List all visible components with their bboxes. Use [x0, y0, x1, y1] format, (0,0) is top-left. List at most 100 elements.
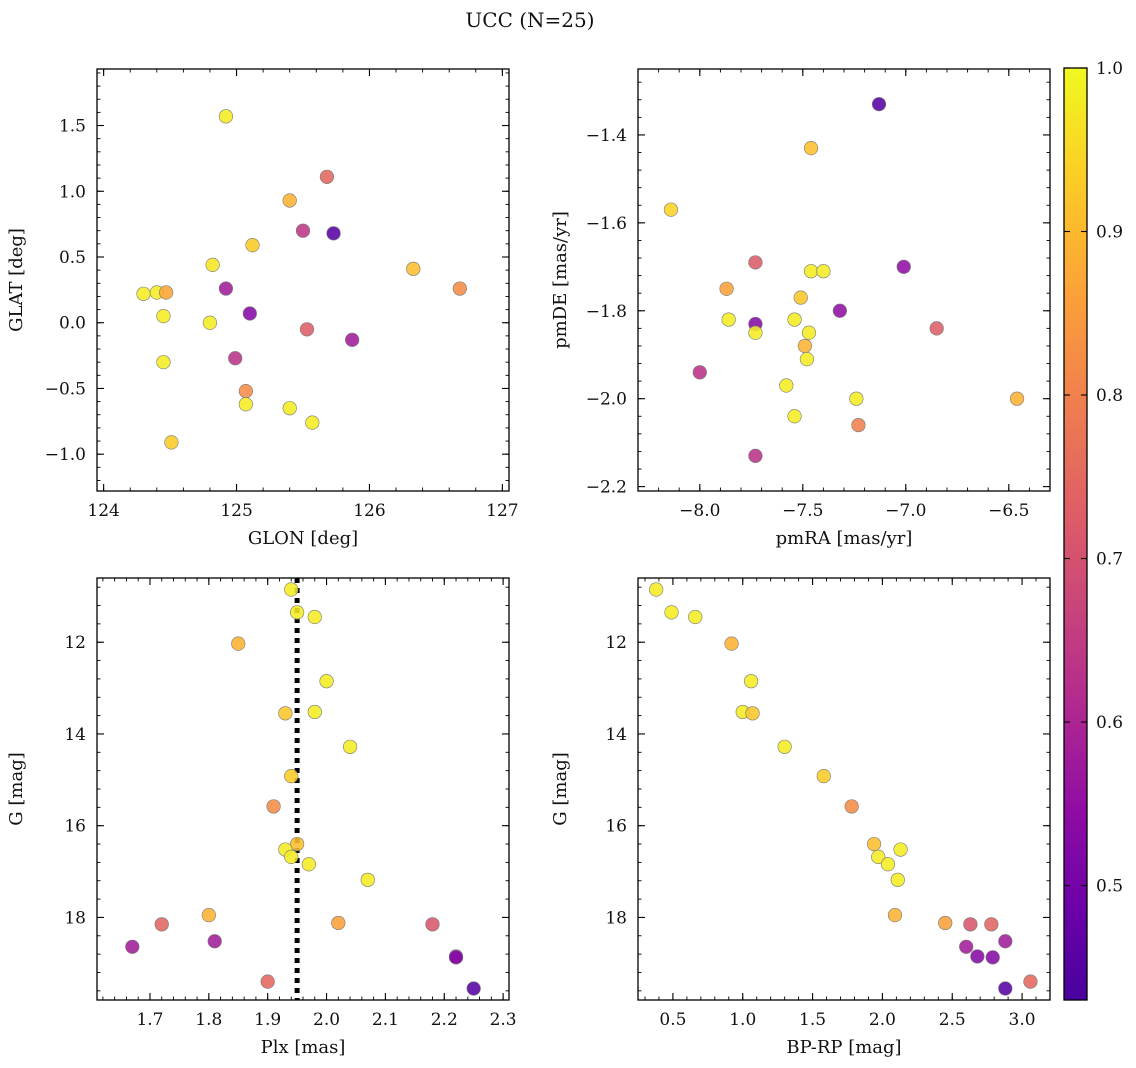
- x-tick-label: −7.5: [782, 501, 823, 521]
- panel-pmra-pmde: −8.0 −7.5 −7.0 −6.5 −2.2 −2.0 −1.8 −1.6 −1.4 pmRA…: [550, 68, 1051, 549]
- x-tick-label: 2.0: [313, 1010, 340, 1030]
- y-axis-label: pmDE [mas/yr]: [550, 211, 571, 349]
- panel-glon-glat: 124 125 126 127 −1.0 −0.5 0.0 0.5 1.0 1.5 GLON [de…: [6, 68, 519, 549]
- data-point: [959, 939, 974, 954]
- plot-frame: [637, 68, 1051, 492]
- data-point: [125, 939, 140, 954]
- x-tick-label: 0.5: [659, 1010, 686, 1030]
- x-tick-label: 3.0: [1009, 1010, 1036, 1030]
- plot-frame: [96, 68, 510, 492]
- data-point: [893, 842, 908, 857]
- data-point: [202, 315, 218, 330]
- data-point: [748, 325, 763, 340]
- data-point: [205, 257, 220, 272]
- y-tick-label: 18: [605, 908, 627, 928]
- data-point: [797, 338, 812, 354]
- data-point: [793, 290, 808, 305]
- plot-frame: [96, 577, 510, 1001]
- panel-plx-g: 1.7 1.8 1.9 2.0 2.1 2.2 2.3 12 14 16 18 Plx [mas] G …: [6, 577, 517, 1058]
- data-point: [319, 169, 335, 184]
- data-point: [290, 605, 305, 620]
- y-tick-label: −1.8: [586, 302, 627, 322]
- data-point: [245, 238, 260, 253]
- colorbar-tick-label: 0.9: [1096, 223, 1123, 243]
- x-tick-label: 2.0: [869, 1010, 896, 1030]
- data-point: [801, 325, 817, 340]
- data-point: [938, 915, 953, 931]
- data-point: [871, 849, 886, 864]
- y-tick-label: 14: [605, 725, 627, 745]
- data-point: [799, 352, 815, 367]
- data-point: [896, 259, 911, 274]
- data-point: [425, 917, 440, 932]
- data-point: [218, 109, 234, 124]
- y-tick-label: −1.0: [45, 445, 86, 465]
- data-point: [664, 605, 679, 620]
- y-tick-label: 0.0: [59, 314, 86, 334]
- y-tick-label: 12: [64, 633, 86, 653]
- data-point: [136, 286, 151, 301]
- data-point: [803, 141, 819, 156]
- data-point: [326, 226, 341, 241]
- data-point: [282, 401, 297, 416]
- x-tick-label: 126: [353, 501, 385, 521]
- data-point: [1009, 391, 1025, 406]
- x-tick-label: −6.5: [988, 501, 1029, 521]
- x-tick-label: 2.2: [431, 1010, 458, 1030]
- data-point: [307, 704, 322, 720]
- data-point: [871, 97, 887, 112]
- data-point: [779, 378, 794, 393]
- data-point: [260, 974, 275, 989]
- y-axis-label: G [mag]: [550, 752, 571, 825]
- data-point: [319, 674, 334, 689]
- y-tick-label: −2.0: [586, 390, 627, 410]
- data-point: [1023, 974, 1038, 989]
- colorbar-tick-label: 0.6: [1096, 713, 1123, 733]
- data-point: [228, 351, 243, 366]
- data-point: [816, 264, 831, 279]
- data-point: [164, 435, 179, 450]
- data-point: [154, 917, 169, 932]
- x-tick-label: −8.0: [679, 501, 720, 521]
- y-tick-label: −1.4: [586, 126, 627, 146]
- data-point: [466, 981, 481, 996]
- data-point: [345, 332, 360, 347]
- x-tick-label: 2.5: [939, 1010, 966, 1030]
- data-point: [305, 415, 320, 430]
- data-point: [984, 917, 999, 932]
- data-point: [719, 281, 734, 296]
- data-point: [724, 636, 739, 651]
- data-point: [331, 915, 346, 931]
- y-axis-label: G [mag]: [6, 752, 27, 825]
- data-point: [851, 417, 866, 433]
- y-tick-label: 16: [64, 817, 86, 837]
- data-point: [360, 872, 375, 887]
- data-point: [748, 448, 763, 463]
- x-axis-label: BP-RP [mag]: [786, 1037, 901, 1058]
- data-point: [207, 934, 222, 949]
- y-tick-label: 18: [64, 908, 86, 928]
- panel-bprp-g: 0.5 1.0 1.5 2.0 2.5 3.0 12 14 16 18 BP-RP [mag] G […: [550, 577, 1051, 1058]
- data-point: [688, 609, 703, 625]
- data-point: [156, 355, 171, 370]
- data-point: [242, 306, 257, 321]
- data-point: [880, 857, 896, 872]
- y-tick-label: 12: [605, 633, 627, 653]
- data-point: [998, 934, 1013, 949]
- data-point: [744, 674, 759, 689]
- data-point: [406, 261, 421, 276]
- data-point: [290, 836, 305, 852]
- y-tick-label: 0.5: [59, 248, 86, 268]
- x-tick-label: −7.0: [885, 501, 926, 521]
- data-point: [844, 799, 859, 814]
- data-point: [649, 582, 664, 597]
- figure-title: UCC (N=25): [465, 8, 594, 32]
- x-tick-label: 1.5: [799, 1010, 826, 1030]
- data-point: [970, 949, 985, 964]
- y-tick-label: 1.0: [59, 182, 86, 202]
- x-axis-label: pmRA [mas/yr]: [776, 528, 913, 549]
- data-point: [777, 739, 792, 754]
- data-point: [849, 391, 864, 406]
- data-point: [156, 309, 171, 324]
- y-axis-label: GLAT [deg]: [6, 228, 27, 332]
